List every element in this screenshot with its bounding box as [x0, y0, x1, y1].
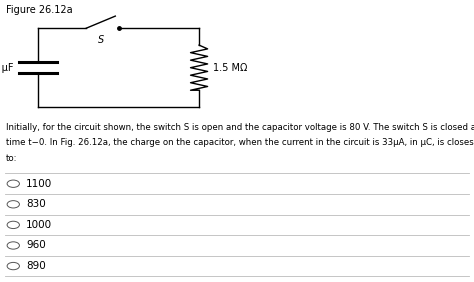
Text: S: S: [98, 35, 104, 45]
Circle shape: [7, 201, 19, 208]
Text: Figure 26.12a: Figure 26.12a: [6, 5, 73, 15]
Circle shape: [7, 180, 19, 187]
Text: 830: 830: [26, 199, 46, 209]
Circle shape: [7, 242, 19, 249]
Circle shape: [7, 262, 19, 270]
Text: 960: 960: [26, 241, 46, 250]
Text: to:: to:: [6, 154, 17, 163]
Text: 1000: 1000: [26, 220, 52, 230]
Circle shape: [7, 221, 19, 228]
Text: 890: 890: [26, 261, 46, 271]
Text: time t−0. In Fig. 26.12a, the charge on the capacitor, when the current in the c: time t−0. In Fig. 26.12a, the charge on …: [6, 138, 474, 147]
Text: Initially, for the circuit shown, the switch S is open and the capacitor voltage: Initially, for the circuit shown, the sw…: [6, 123, 474, 132]
Text: 1100: 1100: [26, 179, 52, 189]
Text: 22 μF: 22 μF: [0, 63, 13, 73]
Text: 1.5 MΩ: 1.5 MΩ: [213, 63, 248, 73]
